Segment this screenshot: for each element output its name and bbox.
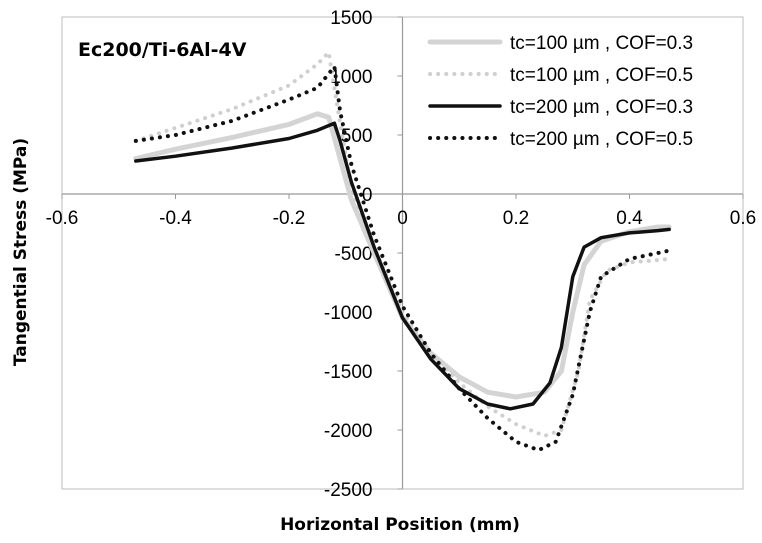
x-tick-label: 0 — [397, 208, 408, 229]
y-tick-label: -2000 — [324, 421, 373, 442]
series-lines — [133, 50, 672, 453]
series-line-4 — [133, 64, 672, 453]
x-axis-title: Horizontal Position (mm) — [280, 515, 520, 535]
x-tick-label: 0.6 — [730, 208, 756, 229]
legend-label-3: tc=200 µm , COF=0.3 — [510, 97, 693, 118]
y-tick-label: 1500 — [330, 8, 372, 29]
x-tick-labels: -0.6 -0.4 -0.2 0 0.2 0.4 0.6 — [46, 194, 756, 229]
y-tick-label: 0 — [362, 185, 373, 206]
x-tick-label: -0.6 — [46, 208, 79, 229]
y-tick-label: 1000 — [330, 67, 372, 88]
y-tick-label: -500 — [334, 244, 372, 265]
series-line-1 — [133, 111, 672, 400]
chart-annotation: Ec200/Ti-6Al-4V — [78, 39, 247, 61]
x-tick-label: -0.2 — [273, 208, 306, 229]
y-tick-label: -1500 — [324, 362, 373, 383]
y-tick-labels: 1500 1000 500 0 -500 -1000 -1500 -2000 -2500 — [324, 8, 403, 501]
y-tick-label: -1000 — [324, 303, 373, 324]
x-tick-label: -0.4 — [159, 208, 192, 229]
legend-label-2: tc=100 µm , COF=0.5 — [510, 65, 693, 86]
y-axis-title: Tangential Stress (MPa) — [11, 138, 31, 366]
x-tick-label: 0.4 — [616, 208, 643, 229]
legend-label-4: tc=200 µm , COF=0.5 — [510, 129, 693, 150]
legend: tc=100 µm , COF=0.3 tc=100 µm , COF=0.5 tc… — [427, 33, 693, 150]
x-tick-label: 0.2 — [503, 208, 529, 229]
y-tick-label: 500 — [341, 126, 373, 147]
legend-label-1: tc=100 µm , COF=0.3 — [510, 33, 693, 54]
y-tick-label: -2500 — [324, 480, 373, 501]
